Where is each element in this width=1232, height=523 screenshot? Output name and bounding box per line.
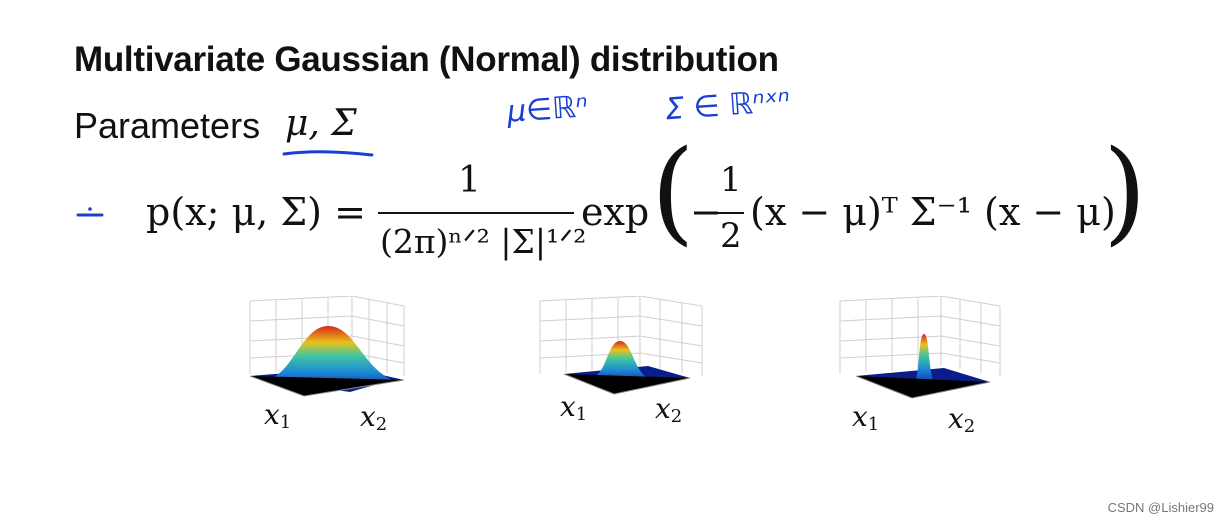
formula-paren-left: ( (651, 127, 695, 257)
plot3-x2-label: x2 (948, 402, 976, 437)
plot3-x1-label: x1 (852, 400, 880, 435)
slide-title: Multivariate Gaussian (Normal) distribut… (74, 40, 779, 79)
handwritten-mu-note: μ∈ℝⁿ (505, 89, 590, 130)
handwritten-underline (282, 150, 374, 157)
parameters-symbols: μ, Σ (285, 103, 357, 144)
formula-numerator: 1 (458, 160, 481, 201)
formula-fraction-bar (378, 212, 574, 214)
plot1-x2-label: x2 (360, 400, 388, 435)
parameters-label: Parameters (74, 105, 261, 146)
formula-half-denominator: 2 (720, 216, 742, 256)
formula-half-bar (716, 212, 744, 214)
watermark: CSDN @Lishier99 (1107, 500, 1214, 515)
handwritten-sigma-note: Σ ∈ ℝⁿˣⁿ (663, 83, 792, 128)
plot1-x1-label: x1 (264, 398, 292, 433)
formula-exp: exp (581, 190, 650, 234)
formula-denominator: (2π)ⁿᐟ² |Σ|¹ᐟ² (380, 222, 587, 261)
gaussian-plot-medium (539, 296, 703, 395)
formula-half-numerator: 1 (720, 160, 742, 200)
handwritten-mark (76, 207, 104, 217)
formula-exponent-body: (x − μ)ᵀ Σ⁻¹ (x − μ) (750, 190, 1116, 234)
gaussian-plot-wide (249, 296, 405, 397)
formula-lhs: p(x; μ, Σ) = (146, 190, 366, 234)
plot2-x1-label: x1 (560, 390, 588, 425)
formula-paren-right: ) (1103, 127, 1147, 257)
gaussian-plot-narrow (839, 296, 1001, 399)
plot2-x2-label: x2 (655, 392, 683, 427)
